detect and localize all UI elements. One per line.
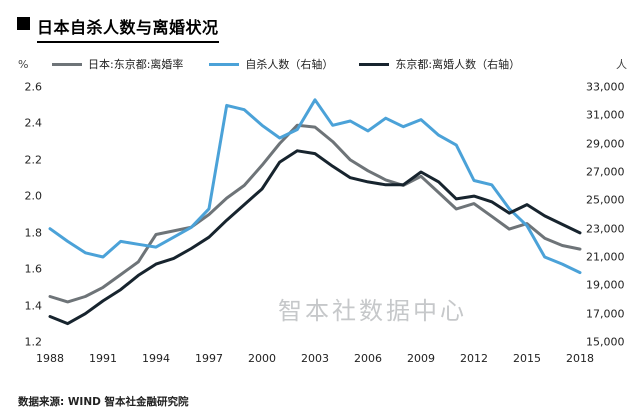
legend-swatch-divorce-count bbox=[359, 62, 390, 66]
right-axis-tick: 21,000 bbox=[586, 250, 625, 264]
left-axis-tick: 2.4 bbox=[24, 116, 43, 130]
right-axis-tick: 33,000 bbox=[586, 80, 625, 94]
legend-item-suicides: 自杀人数（右轴） bbox=[209, 56, 333, 72]
left-axis-tick: 2.2 bbox=[24, 153, 43, 167]
right-axis-tick: 29,000 bbox=[586, 137, 625, 151]
series-line-suicides bbox=[48, 98, 582, 275]
legend-swatch-suicides bbox=[209, 62, 240, 66]
x-axis-tick: 2000 bbox=[248, 352, 276, 365]
chart-header: 日本自杀人数与离婚状况 bbox=[17, 14, 219, 43]
x-axis-tick: 2015 bbox=[513, 352, 541, 365]
legend-label-divorce-rate: 日本:东京都:离婚率 bbox=[88, 58, 184, 71]
right-axis-unit: 人 bbox=[616, 58, 627, 71]
x-axis-tick: 1991 bbox=[89, 352, 117, 365]
left-axis: 2.6 2.4 2.2 2.0 1.8 1.6 1.4 1.2 bbox=[0, 0, 44, 418]
x-axis-tick: 2009 bbox=[407, 352, 435, 365]
data-source: 数据来源: WIND 智本社金融研究院 bbox=[18, 396, 189, 408]
series-line-divorce-rate bbox=[48, 123, 582, 304]
right-axis: 33,000 31,000 29,000 27,000 25,000 23,000 21,0… bbox=[586, 0, 640, 418]
right-axis-tick: 25,000 bbox=[586, 193, 625, 207]
legend-item-divorce-count: 东京都:离婚人数（右轴） bbox=[359, 56, 520, 72]
x-axis-tick: 2006 bbox=[354, 352, 382, 365]
right-axis-tick: 19,000 bbox=[586, 278, 625, 292]
x-axis-tick: 2003 bbox=[301, 352, 329, 365]
left-axis-tick: 1.8 bbox=[24, 226, 43, 240]
right-axis-tick: 31,000 bbox=[586, 108, 625, 122]
left-axis-tick: 1.4 bbox=[24, 299, 43, 313]
legend-swatch-divorce-rate bbox=[52, 62, 82, 66]
right-axis-tick: 15,000 bbox=[586, 335, 625, 349]
legend-label-divorce-count: 东京都:离婚人数（右轴） bbox=[395, 58, 521, 71]
x-axis-tick: 2012 bbox=[460, 352, 488, 365]
chart-title: 日本自杀人数与离婚状况 bbox=[37, 14, 219, 43]
watermark: 智本社数据中心 bbox=[278, 297, 467, 325]
legend: 日本:东京都:离婚率 自杀人数（右轴） 东京都:离婚人数（右轴） 人 bbox=[52, 56, 627, 72]
left-axis-tick: 1.2 bbox=[24, 335, 43, 349]
legend-item-divorce-rate: 日本:东京都:离婚率 bbox=[52, 56, 183, 72]
left-axis-tick: 2.6 bbox=[24, 80, 43, 94]
left-axis-tick: 2.0 bbox=[24, 189, 43, 203]
right-axis-tick: 17,000 bbox=[586, 307, 625, 321]
x-axis-tick: 1994 bbox=[142, 352, 170, 365]
legend-label-suicides: 自杀人数（右轴） bbox=[245, 58, 334, 71]
x-axis-tick: 1997 bbox=[195, 352, 223, 365]
right-axis-tick: 23,000 bbox=[586, 222, 625, 236]
title-square-marker bbox=[17, 17, 30, 30]
left-axis-unit: % bbox=[18, 58, 29, 71]
right-axis-tick: 27,000 bbox=[586, 165, 625, 179]
left-axis-tick: 1.6 bbox=[24, 262, 43, 276]
